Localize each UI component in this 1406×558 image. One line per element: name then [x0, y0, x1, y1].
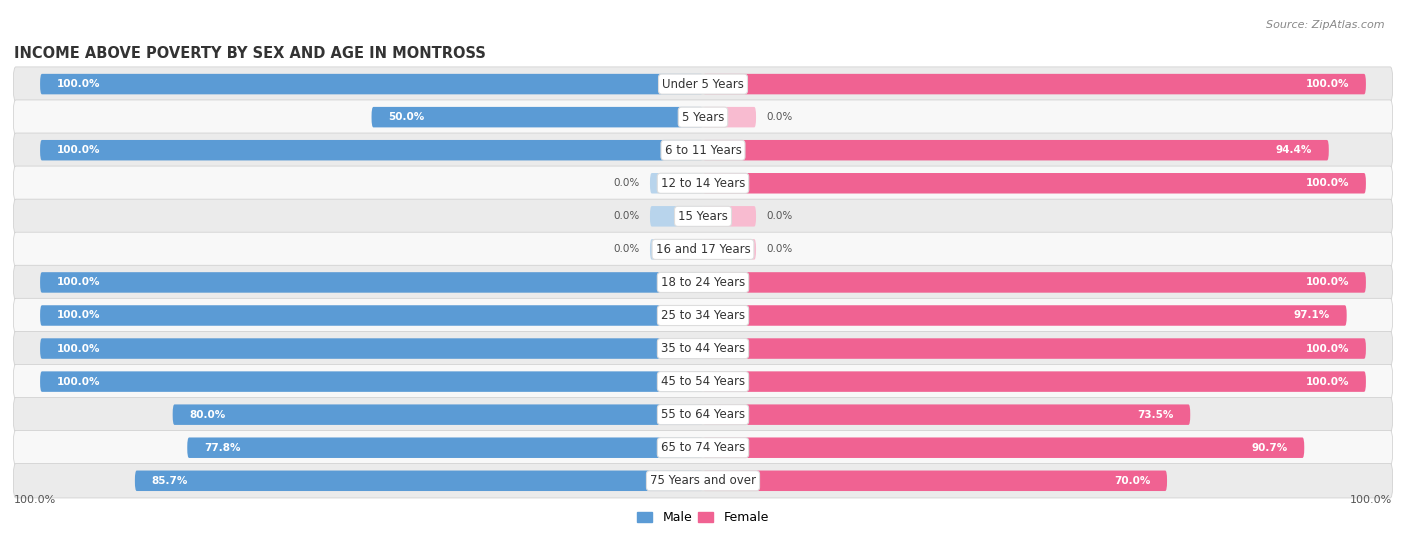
FancyBboxPatch shape: [703, 173, 1365, 194]
FancyBboxPatch shape: [14, 232, 1392, 267]
FancyBboxPatch shape: [703, 405, 1191, 425]
Text: 100.0%: 100.0%: [56, 377, 100, 387]
FancyBboxPatch shape: [135, 470, 703, 491]
Text: 94.4%: 94.4%: [1275, 145, 1312, 155]
FancyBboxPatch shape: [703, 470, 1167, 491]
Text: 25 to 34 Years: 25 to 34 Years: [661, 309, 745, 322]
Text: 100.0%: 100.0%: [1306, 344, 1350, 354]
FancyBboxPatch shape: [14, 364, 1392, 399]
FancyBboxPatch shape: [14, 67, 1392, 102]
Text: 0.0%: 0.0%: [614, 244, 640, 254]
FancyBboxPatch shape: [14, 464, 1392, 498]
Text: 0.0%: 0.0%: [614, 178, 640, 188]
FancyBboxPatch shape: [14, 133, 1392, 167]
Text: 6 to 11 Years: 6 to 11 Years: [665, 144, 741, 157]
FancyBboxPatch shape: [41, 74, 703, 94]
Text: 0.0%: 0.0%: [766, 112, 792, 122]
Text: 0.0%: 0.0%: [766, 211, 792, 222]
Text: 5 Years: 5 Years: [682, 110, 724, 124]
Text: 55 to 64 Years: 55 to 64 Years: [661, 408, 745, 421]
Text: 100.0%: 100.0%: [14, 495, 56, 505]
FancyBboxPatch shape: [14, 265, 1392, 300]
FancyBboxPatch shape: [703, 206, 756, 227]
FancyBboxPatch shape: [14, 431, 1392, 465]
Text: 100.0%: 100.0%: [1306, 178, 1350, 188]
FancyBboxPatch shape: [41, 338, 703, 359]
Text: 73.5%: 73.5%: [1137, 410, 1174, 420]
FancyBboxPatch shape: [41, 140, 703, 161]
Text: Under 5 Years: Under 5 Years: [662, 78, 744, 90]
Text: 65 to 74 Years: 65 to 74 Years: [661, 441, 745, 454]
FancyBboxPatch shape: [703, 305, 1347, 326]
FancyBboxPatch shape: [14, 299, 1392, 333]
Text: 15 Years: 15 Years: [678, 210, 728, 223]
Text: 100.0%: 100.0%: [56, 310, 100, 320]
Text: 100.0%: 100.0%: [1350, 495, 1392, 505]
FancyBboxPatch shape: [14, 331, 1392, 365]
Text: 12 to 14 Years: 12 to 14 Years: [661, 177, 745, 190]
FancyBboxPatch shape: [703, 140, 1329, 161]
Text: 100.0%: 100.0%: [1306, 377, 1350, 387]
Text: 77.8%: 77.8%: [204, 442, 240, 453]
FancyBboxPatch shape: [703, 107, 756, 127]
FancyBboxPatch shape: [173, 405, 703, 425]
Text: 100.0%: 100.0%: [56, 277, 100, 287]
FancyBboxPatch shape: [14, 199, 1392, 233]
Text: 50.0%: 50.0%: [388, 112, 425, 122]
Text: 100.0%: 100.0%: [1306, 79, 1350, 89]
FancyBboxPatch shape: [187, 437, 703, 458]
Text: 97.1%: 97.1%: [1294, 310, 1330, 320]
FancyBboxPatch shape: [14, 166, 1392, 200]
FancyBboxPatch shape: [41, 305, 703, 326]
Text: Source: ZipAtlas.com: Source: ZipAtlas.com: [1267, 20, 1385, 30]
Text: 85.7%: 85.7%: [152, 476, 188, 486]
FancyBboxPatch shape: [371, 107, 703, 127]
FancyBboxPatch shape: [650, 206, 703, 227]
Text: 18 to 24 Years: 18 to 24 Years: [661, 276, 745, 289]
Text: 100.0%: 100.0%: [56, 344, 100, 354]
FancyBboxPatch shape: [703, 272, 1365, 293]
FancyBboxPatch shape: [703, 74, 1365, 94]
Text: 0.0%: 0.0%: [614, 211, 640, 222]
Legend: Male, Female: Male, Female: [633, 506, 773, 530]
FancyBboxPatch shape: [703, 372, 1365, 392]
FancyBboxPatch shape: [650, 239, 703, 259]
Text: 16 and 17 Years: 16 and 17 Years: [655, 243, 751, 256]
Text: 100.0%: 100.0%: [56, 79, 100, 89]
FancyBboxPatch shape: [703, 239, 756, 259]
Text: INCOME ABOVE POVERTY BY SEX AND AGE IN MONTROSS: INCOME ABOVE POVERTY BY SEX AND AGE IN M…: [14, 46, 485, 61]
Text: 70.0%: 70.0%: [1114, 476, 1150, 486]
FancyBboxPatch shape: [14, 100, 1392, 134]
Text: 80.0%: 80.0%: [190, 410, 225, 420]
Text: 75 Years and over: 75 Years and over: [650, 474, 756, 487]
Text: 0.0%: 0.0%: [766, 244, 792, 254]
FancyBboxPatch shape: [41, 272, 703, 293]
Text: 100.0%: 100.0%: [56, 145, 100, 155]
FancyBboxPatch shape: [14, 397, 1392, 432]
FancyBboxPatch shape: [703, 437, 1305, 458]
Text: 90.7%: 90.7%: [1251, 442, 1288, 453]
FancyBboxPatch shape: [41, 372, 703, 392]
Text: 45 to 54 Years: 45 to 54 Years: [661, 375, 745, 388]
FancyBboxPatch shape: [650, 173, 703, 194]
Text: 100.0%: 100.0%: [1306, 277, 1350, 287]
FancyBboxPatch shape: [703, 338, 1365, 359]
Text: 35 to 44 Years: 35 to 44 Years: [661, 342, 745, 355]
